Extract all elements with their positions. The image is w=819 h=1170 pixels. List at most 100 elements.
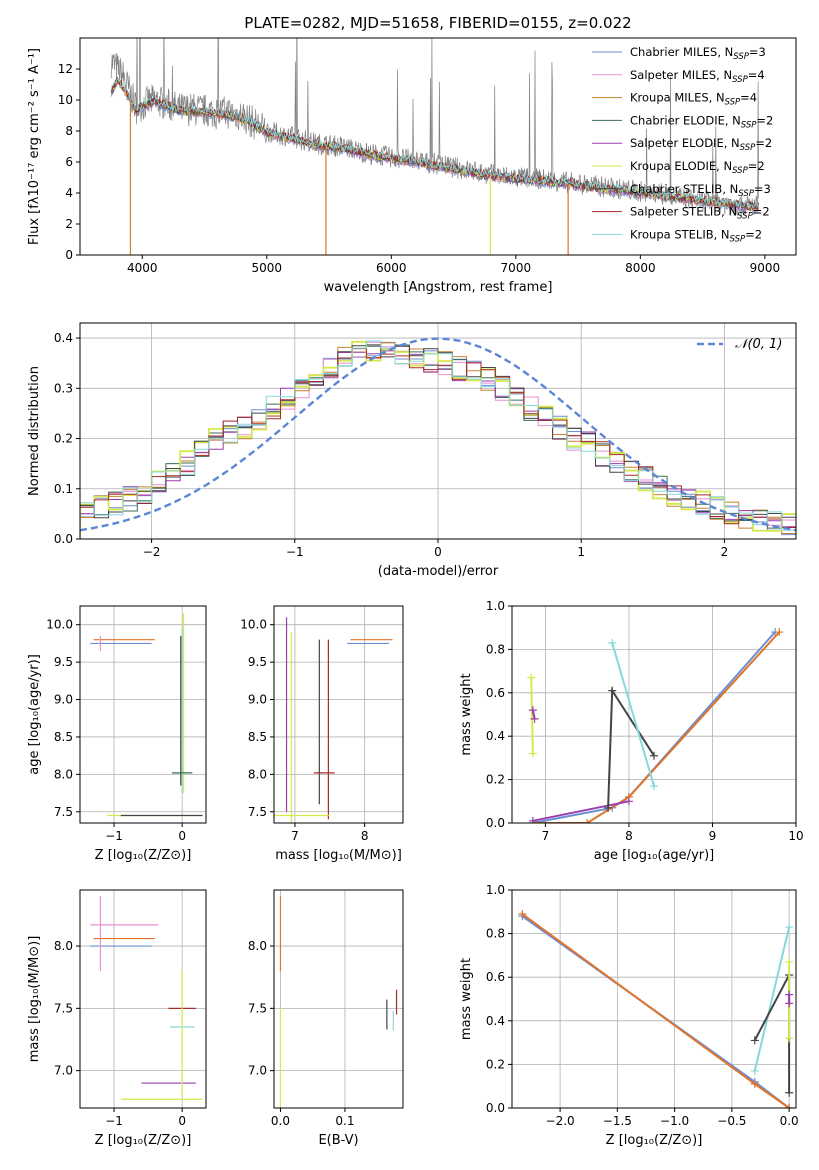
plot-frame <box>511 605 797 824</box>
y-tick-label: 8.5 <box>248 730 267 744</box>
legend-entry: Chabrier STELIB, NSSP=3 <box>630 182 771 199</box>
y-tick-label: 0.6 <box>486 686 505 700</box>
x-tick-label: 0.0 <box>780 1114 799 1128</box>
y-tick-label: 9.5 <box>248 655 267 669</box>
y-tick-label: 7.5 <box>248 1001 267 1015</box>
y-tick-label: 0.1 <box>54 482 73 496</box>
y-axis-label: mass [log₁₀(M/M⊙)] <box>27 936 42 1063</box>
mass-weight-line <box>532 631 776 823</box>
x-axis-label: Z [log₁₀(Z/Z⊙)] <box>606 1133 703 1148</box>
mass-weight-line <box>532 631 781 823</box>
residual-histogram <box>80 348 796 539</box>
panel-age-vs-Z: −1 0 7.5 8.0 8.5 9.0 9.5 10.0 Z [log₁₀(Z/Z⊙)] age… <box>27 605 207 863</box>
y-tick-label: 0.8 <box>486 642 505 656</box>
mass-weight-line <box>521 913 790 1108</box>
x-tick-label: 0 <box>178 1114 186 1128</box>
x-tick-label: −1 <box>286 545 304 559</box>
plot-area-spectrum <box>110 38 759 255</box>
y-tick-label: 10.0 <box>240 618 267 632</box>
mass-weight-point <box>785 1088 794 1097</box>
legend-entry: Chabrier ELODIE, NSSP=2 <box>630 113 773 130</box>
y-tick-label: 8.0 <box>248 939 267 953</box>
legend-entry: Salpeter STELIB, NSSP=2 <box>630 205 770 222</box>
y-tick-label: 4 <box>65 186 73 200</box>
x-tick-label: 7 <box>542 829 550 843</box>
mass-weight-point <box>583 819 592 823</box>
legend-entry: Kroupa MILES, NSSP=4 <box>630 91 757 108</box>
mass-weight-point <box>624 797 633 806</box>
x-axis-label: age [log₁₀(age/yr)] <box>594 848 715 863</box>
legend-entry: Kroupa STELIB, NSSP=2 <box>630 227 762 244</box>
y-tick-label: 0.3 <box>54 381 73 395</box>
chart-title: PLATE=0282, MJD=51658, FIBERID=0155, z=0… <box>244 14 631 32</box>
panel-mass-vs-EBV: 0.0 0.1 7.0 7.5 8.0 E(B-V) <box>248 889 404 1148</box>
y-tick-label: 0.0 <box>54 532 73 546</box>
mass-weight-point <box>650 782 658 791</box>
x-tick-label: 8 <box>625 829 633 843</box>
x-tick-label: −2 <box>143 545 161 559</box>
y-tick-label: 1.0 <box>486 599 505 613</box>
x-tick-label: 6000 <box>376 261 407 275</box>
y-axis-label: mass weight <box>459 958 474 1040</box>
residual-histogram <box>80 340 796 539</box>
y-tick-label: 7.0 <box>54 1064 73 1078</box>
y-tick-label: 0.4 <box>54 331 73 345</box>
x-tick-label: −1 <box>105 829 123 843</box>
x-tick-label: 8000 <box>625 261 656 275</box>
plot-frame <box>79 37 797 256</box>
x-tick-label: 1 <box>577 545 585 559</box>
x-tick-label: −1.5 <box>603 1114 632 1128</box>
x-tick-label: 7 <box>291 829 299 843</box>
mass-weight-point <box>785 957 794 966</box>
y-tick-label: 0.2 <box>486 773 505 787</box>
panel-massweight-vs-age: 7 8 9 10 0.0 0.2 0.4 0.6 0.8 1.0 age [log₁₀(age/yr… <box>459 599 804 863</box>
plot-area-age-vs-Z <box>90 613 203 817</box>
panel-age-vs-mass: 7 8 7.5 8.0 8.5 9.0 9.5 10.0 mass [log₁₀(M/M⊙)] <box>240 605 404 863</box>
x-tick-label: 7000 <box>501 261 532 275</box>
x-axis-label: (data-model)/error <box>378 564 499 579</box>
mass-weight-point <box>608 686 617 695</box>
plot-frame <box>79 605 207 824</box>
x-tick-label: 5000 <box>252 261 283 275</box>
y-tick-label: 2 <box>65 217 73 231</box>
y-tick-label: 7.5 <box>54 1001 73 1015</box>
mass-weight-point <box>518 909 527 918</box>
legend-entry: Chabrier MILES, NSSP=3 <box>630 45 766 62</box>
x-tick-label: 10 <box>788 829 803 843</box>
mass-weight-point <box>650 751 658 760</box>
y-tick-label: 8 <box>65 124 73 138</box>
legend-entry: Kroupa ELODIE, NSSP=2 <box>630 159 765 176</box>
plot-area-massweight-vs-Z <box>518 909 794 1108</box>
plot-frame <box>273 605 404 824</box>
legend-entry: 𝒩(0, 1) <box>735 337 782 352</box>
mass-weight-line <box>532 800 630 822</box>
mass-weight-point <box>750 1066 759 1075</box>
normal-reference-curve <box>80 337 796 532</box>
mass-weight-point <box>528 706 537 715</box>
y-tick-label: 9.0 <box>248 693 267 707</box>
y-tick-label: 0.2 <box>54 432 73 446</box>
y-tick-label: 6 <box>65 155 73 169</box>
y-axis-label: mass weight <box>459 673 474 755</box>
mass-weight-point <box>604 803 613 812</box>
legend-entry: Salpeter ELODIE, NSSP=2 <box>630 136 772 153</box>
mass-weight-point <box>528 816 537 823</box>
plot-frame <box>79 889 207 1109</box>
y-tick-label: 10.0 <box>46 618 73 632</box>
panel-residuals: −2 −1 0 1 2 0.0 0.1 0.2 0.3 0.4 (data-model)/error… <box>27 322 797 579</box>
x-tick-label: 2 <box>721 545 729 559</box>
plot-area-mass-vs-EBV <box>279 896 398 1108</box>
plot-area-massweight-vs-age <box>527 628 784 823</box>
y-tick-label: 8.0 <box>248 767 267 781</box>
y-tick-label: 9.0 <box>54 693 73 707</box>
x-tick-label: 0 <box>178 829 186 843</box>
panel-spectrum: 4000 5000 6000 7000 8000 9000 0 2 4 6 8 10 12 wavelen… <box>27 14 797 295</box>
x-tick-label: 0.0 <box>271 1114 290 1128</box>
x-tick-label: 0 <box>434 545 442 559</box>
y-tick-label: 0.8 <box>486 927 505 941</box>
mass-weight-point <box>775 628 784 637</box>
y-axis-label: age [log₁₀(age/yr)] <box>27 654 42 775</box>
y-tick-label: 8.0 <box>54 767 73 781</box>
y-tick-label: 0.2 <box>486 1057 505 1071</box>
y-tick-label: 0 <box>65 248 73 262</box>
